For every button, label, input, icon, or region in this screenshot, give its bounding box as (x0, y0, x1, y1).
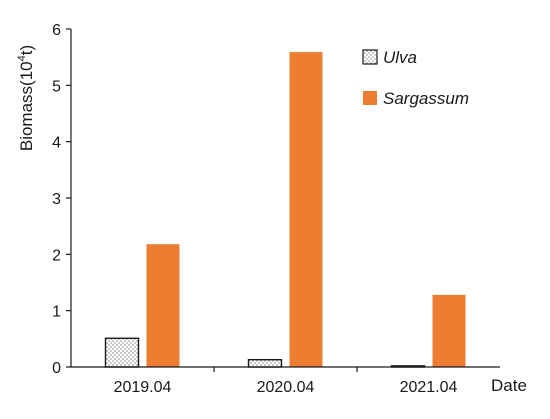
bar-sargassum-2019.04 (146, 244, 180, 367)
y-tick-label: 5 (52, 78, 61, 95)
x-tick-label: 2020.04 (257, 379, 315, 396)
x-axis-ticks: 2019.04 2020.04 2021.04 (114, 367, 458, 396)
legend-label-ulva: Ulva (383, 48, 417, 67)
bar-ulva-2020.04 (247, 358, 283, 368)
y-tick-label: 6 (52, 22, 61, 39)
y-tick-label: 1 (52, 304, 61, 321)
legend-swatch-ulva (362, 49, 378, 65)
y-tick-label: 0 (52, 360, 61, 377)
y-tick-label: 3 (52, 191, 61, 208)
bars-group (104, 52, 466, 368)
bar-sargassum-2021.04 (432, 294, 466, 367)
bar-ulva-2019.04 (104, 337, 140, 368)
y-axis-label: Biomass(104t) (16, 45, 36, 151)
bar-sargassum-2020.04 (289, 52, 323, 367)
legend: Ulva Sargassum (362, 48, 469, 108)
legend-swatch-sargassum (363, 91, 377, 105)
y-tick-label: 2 (52, 247, 61, 264)
x-tick-label: 2019.04 (114, 379, 172, 396)
legend-label-sargassum: Sargassum (383, 89, 469, 108)
y-tick-label: 4 (52, 135, 61, 152)
x-axis-label: Date (491, 376, 527, 395)
y-axis-ticks: 0 1 2 3 4 5 6 (52, 22, 71, 377)
x-tick-label: 2021.04 (400, 379, 458, 396)
